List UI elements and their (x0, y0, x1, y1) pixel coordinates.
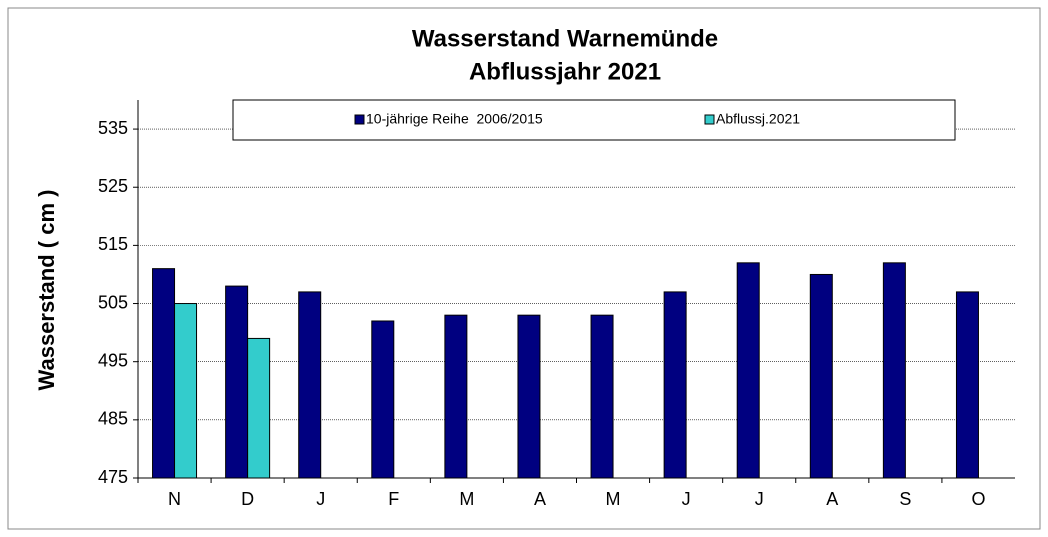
bar (247, 337, 271, 479)
x-tick-label: J (755, 489, 764, 509)
chart-title: Wasserstand Warnemünde (412, 25, 718, 52)
y-axis-label: Wasserstand ( cm ) (34, 190, 59, 391)
x-tick-label: M (606, 489, 621, 509)
x-tick-label: J (682, 489, 691, 509)
bar (955, 291, 979, 479)
bar (736, 262, 760, 479)
x-tick-label: O (971, 489, 985, 509)
chart-subtitle: Abflussjahr 2021 (469, 58, 661, 85)
legend-label: Abflussj.2021 (716, 111, 800, 127)
x-tick-label: N (168, 489, 181, 509)
bar (298, 291, 322, 479)
y-tick-label: 515 (98, 234, 128, 254)
bar (663, 291, 687, 479)
x-tick-label: J (316, 489, 325, 509)
y-tick-label: 495 (98, 350, 128, 370)
bar (371, 320, 395, 479)
y-tick-label: 525 (98, 176, 128, 196)
y-tick-label: 535 (98, 118, 128, 138)
bar (225, 285, 249, 479)
bar (809, 273, 833, 479)
legend-swatch (354, 114, 365, 125)
legend-box (232, 99, 956, 141)
x-tick-label: D (241, 489, 254, 509)
bar (517, 314, 541, 479)
x-tick-label: F (388, 489, 399, 509)
bar (152, 268, 176, 479)
bar (590, 314, 614, 479)
bar (444, 314, 468, 479)
x-tick-label: A (534, 489, 546, 509)
x-tick-label: S (899, 489, 911, 509)
x-tick-label: A (826, 489, 838, 509)
legend-label: 10-jährige Reihe 2006/2015 (366, 111, 543, 127)
y-tick-label: 485 (98, 409, 128, 429)
bar (174, 303, 198, 479)
x-tick-label: M (459, 489, 474, 509)
y-tick-label: 505 (98, 292, 128, 312)
legend-swatch (704, 114, 715, 125)
y-tick-label: 475 (98, 467, 128, 487)
bar (882, 262, 906, 479)
